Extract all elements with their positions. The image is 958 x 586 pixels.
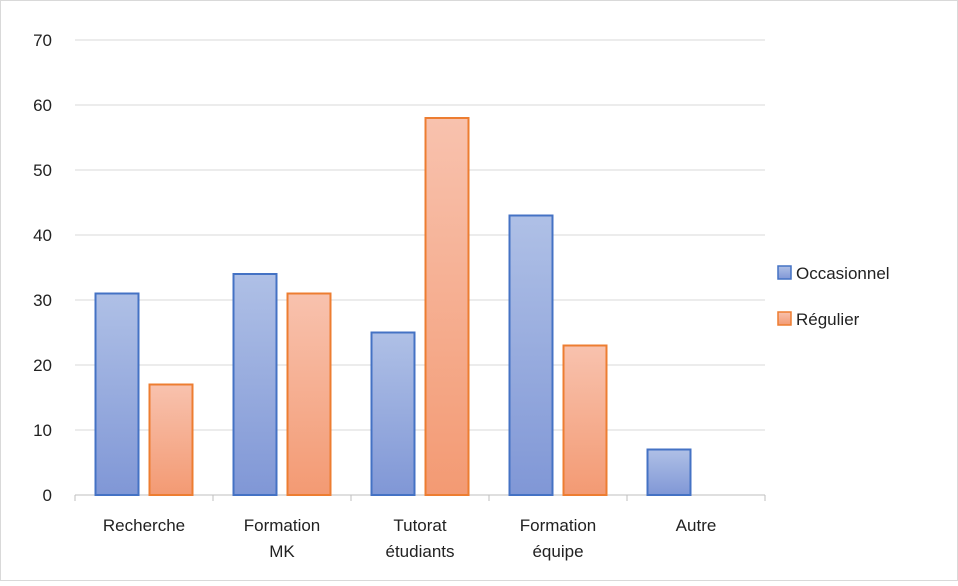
bar-occasionnel [508, 214, 554, 496]
bars [94, 117, 692, 496]
y-tick-label: 0 [43, 486, 52, 505]
legend-label: Occasionnel [796, 264, 890, 283]
y-tick-label: 20 [33, 356, 52, 375]
x-tick-label: Formation équipe [520, 516, 597, 561]
y-tick-label: 60 [33, 96, 52, 115]
x-tick-label-line: Tutorat [393, 516, 447, 535]
bar-occasionnel [646, 448, 692, 496]
x-tick-label-line: Formation [520, 516, 597, 535]
legend-swatch [777, 311, 792, 326]
x-tick-label-line: Recherche [103, 516, 185, 535]
x-tick-label-line: étudiants [386, 542, 455, 561]
legend: Occasionnel Régulier [777, 264, 890, 329]
bar-regulier [286, 292, 332, 496]
y-tick-label: 40 [33, 226, 52, 245]
bar-occasionnel [370, 331, 416, 496]
bar-regulier [148, 383, 194, 496]
y-tick-label: 10 [33, 421, 52, 440]
x-tick-label-line: MK [269, 542, 295, 561]
bar-occasionnel [232, 273, 278, 496]
x-tick-label: Recherche [103, 516, 185, 535]
y-tick-label: 50 [33, 161, 52, 180]
x-tick-label-line: équipe [532, 542, 583, 561]
bar-regulier [424, 117, 470, 496]
y-axis: 0 10 20 30 40 50 60 70 [33, 31, 52, 505]
x-tick-label: Autre [676, 516, 717, 535]
y-tick-label: 70 [33, 31, 52, 50]
x-tick-label-line: Formation [244, 516, 321, 535]
bar-occasionnel [94, 292, 140, 496]
legend-label: Régulier [796, 310, 860, 329]
legend-swatch [777, 265, 792, 280]
x-axis: Recherche Formation MK Tutorat étudiants Form… [74, 495, 766, 561]
x-tick-label: Tutorat étudiants [386, 516, 455, 561]
bar-regulier [562, 344, 608, 496]
y-tick-label: 30 [33, 291, 52, 310]
x-tick-label: Formation MK [244, 516, 321, 561]
x-tick-label-line: Autre [676, 516, 717, 535]
